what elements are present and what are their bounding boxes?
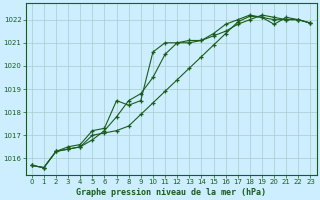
X-axis label: Graphe pression niveau de la mer (hPa): Graphe pression niveau de la mer (hPa) xyxy=(76,188,266,197)
